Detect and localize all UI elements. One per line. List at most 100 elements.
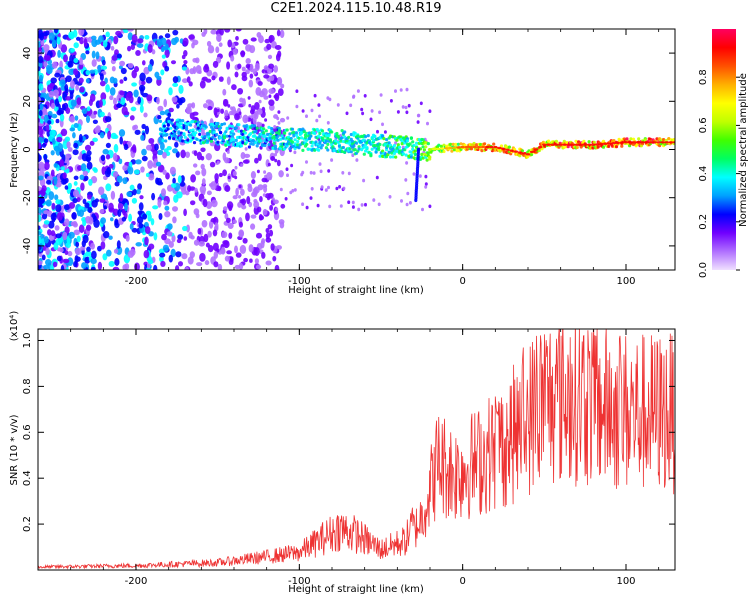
spectrogram-cell [290,127,295,131]
spectrogram-cell [48,220,55,229]
spectrogram-cell [388,155,393,159]
spectrogram-cell [385,138,389,142]
spectrogram-cell [80,245,86,251]
spectrogram-cell [352,144,356,148]
spectrogram-cell [505,148,510,151]
spectrogram-cell [297,136,301,140]
spectrogram-cell [178,118,182,122]
spectrogram-cell [127,45,132,52]
spectrogram-cell [202,103,209,109]
spectrogram-cell [156,96,160,105]
spectrogram-cell [311,141,315,145]
spectrogram-cell [644,141,649,144]
spectrogram-cell [230,129,234,133]
spectrogram-cell [341,145,345,150]
spectrogram-cell [178,84,184,94]
spectrogram-cell [374,150,378,154]
spectrogram-cell [78,29,85,36]
spectrogram-cell [116,175,123,184]
spectrogram-cell [143,250,150,259]
spectrogram-cell [122,177,128,185]
spectrogram-cell [240,163,244,167]
spectrogram-cell [101,59,106,66]
spectrogram-cell [235,29,242,32]
spectrogram-cell [412,143,416,148]
spectrogram-cell [668,141,674,144]
spectrogram-cell [351,200,355,205]
spectrogram-cell [348,140,352,144]
spectrogram-cell [54,194,59,201]
spectrogram-cell [54,72,61,78]
spectrogram-cell [272,255,277,262]
spectrogram-cell [254,129,258,133]
spectrogram-cell [595,143,600,146]
spectrogram-cell [82,219,87,227]
spectrogram-cell [306,147,310,151]
spectrogram-cell [65,96,72,101]
spectrogram-cell [326,142,330,146]
spectrogram-cell [408,201,412,205]
x-tick-label: -200 [125,576,148,587]
spectrogram-cell [60,265,65,270]
spectrogram-cell [260,143,264,147]
spectrogram-cell [339,139,343,143]
spectrogram-cell [274,152,277,157]
spectrogram-cell [401,105,405,109]
spectrogram-cell [118,129,126,137]
spectrogram-cell [421,145,425,149]
spectrogram-cell [267,196,270,201]
spectrogram-cell [84,256,91,264]
spectrogram-cell [310,144,314,148]
spectrogram-cell [378,142,382,147]
spectrogram-cell [38,74,44,83]
spectrogram-cell [113,171,119,177]
spectrogram-cell [264,174,268,179]
snr-series-line [38,329,675,570]
spectrogram-cell [309,170,313,175]
spectrogram-cell [249,258,253,263]
spectrogram-cell [227,39,233,48]
spectrogram-cell [421,156,425,160]
spectrogram-cell [245,140,249,144]
spectrogram-cell [183,236,188,241]
spectrogram-cell [78,224,85,233]
spectrogram-cell [259,132,263,136]
spectrogram-cell [279,221,285,229]
spectrogram-cell [452,146,457,149]
spectrogram-cell [234,138,238,142]
spectrogram-cell [204,63,209,70]
spectrogram-cell [476,145,482,149]
spectrogram-cell [239,97,244,103]
spectrogram-cell [296,139,300,144]
spectrogram-cell [172,76,179,84]
spectrogram-cell [667,137,671,141]
spectrogram-cell [211,199,218,208]
spectrogram-cell [131,144,137,153]
spectrogram-cell [371,138,376,142]
spectrogram-cell [134,129,141,135]
spectrogram-cell [295,89,299,93]
spectrogram-cell [230,124,234,128]
spectrogram-cell [234,126,238,130]
spectrogram-cell [234,71,239,78]
spectrogram-cell [63,54,68,63]
spectrogram-cell [409,136,413,140]
spectrogram-cell [265,260,272,266]
spectrogram-cell [67,250,73,257]
spectrogram-cell [268,35,273,44]
spectrogram-cell [98,99,103,108]
spectrogram-cell [69,127,76,132]
spectrogram-cell [43,236,49,244]
spectrogram-cell [205,153,212,161]
spectrogram-cell [102,148,109,155]
spectrogram-cell [318,140,322,144]
spectrogram-cell [268,104,275,111]
colorbar-tick-label: 0.4 [698,166,709,182]
spectrogram-cell [226,250,232,255]
spectrogram-cell [108,202,114,212]
spectrogram-cell [161,139,165,143]
spectrogram-cell [507,145,511,149]
spectrogram-cell [357,145,361,149]
spectrogram-cell [224,29,231,33]
spectrogram-cell [199,185,207,194]
